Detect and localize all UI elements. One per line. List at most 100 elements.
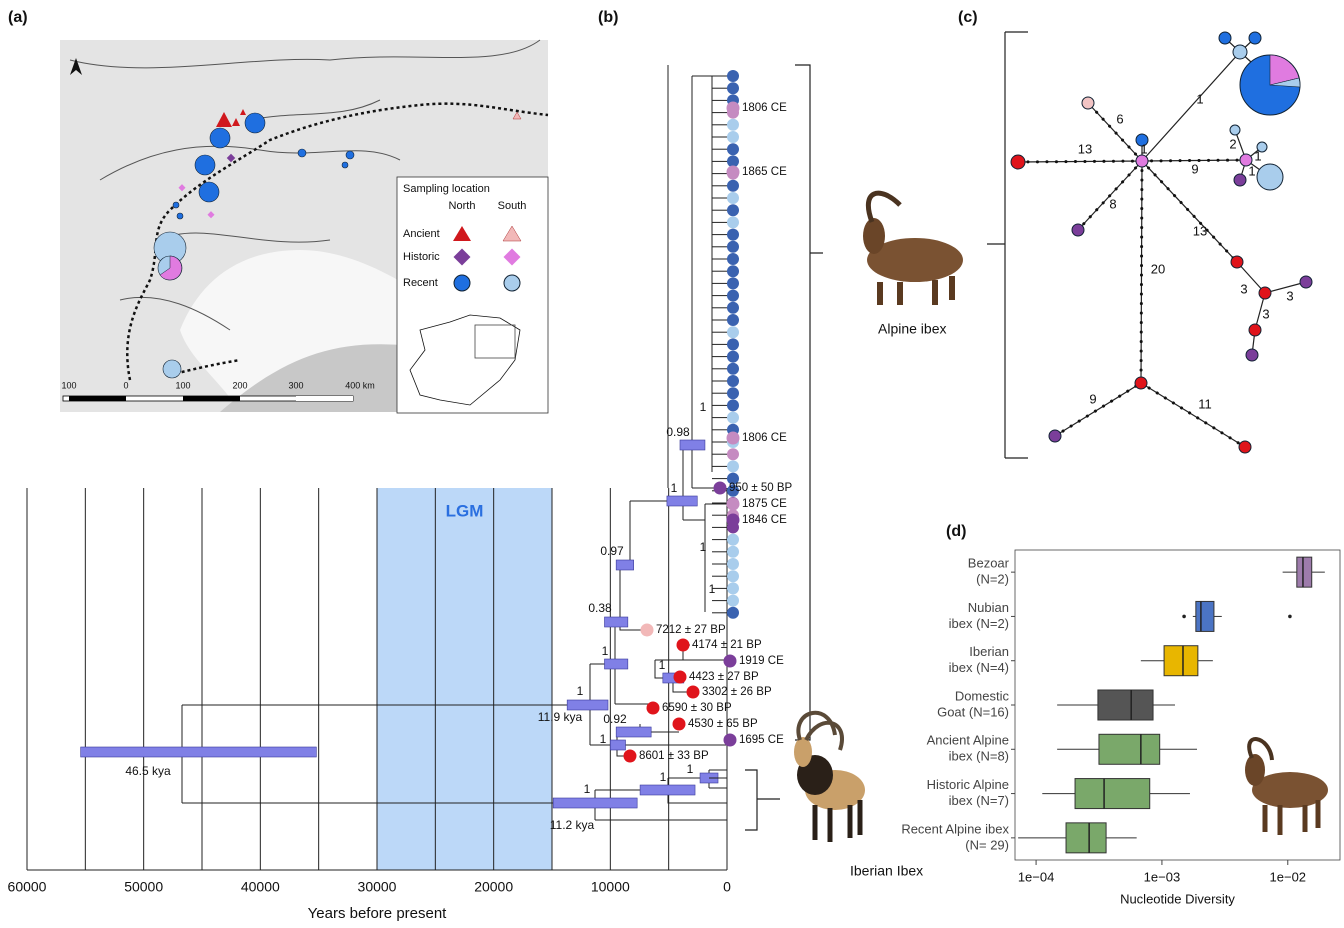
tip [727,119,739,131]
x-tick-label: 1e−02 [1270,869,1307,884]
outlier [1288,615,1292,619]
tip-date: 1919 CE [739,655,784,667]
x-tick-label: 60000 [8,879,47,895]
node-age: 46.5 kya [125,764,171,778]
box [1075,779,1150,809]
tip [727,216,739,228]
edge-label: 1 [1248,163,1255,178]
tip [727,253,739,265]
legend-row: Historic [403,251,440,263]
edge-label: 8 [1109,196,1116,211]
mutation-dots [1018,103,1246,447]
x-axis-label: Years before present [308,905,448,922]
tip-date: 1806 CE [742,432,787,444]
edge-label: 13 [1193,223,1207,238]
edge-label: 9 [1089,391,1096,406]
support-value: 1 [700,400,707,414]
page: { "panel_labels": ["(a)", "(b)", "(c)", … [0,0,1344,928]
tip [727,229,739,241]
support-value: 1 [577,684,584,698]
tip [727,351,739,363]
tip [727,338,739,350]
edge-label: 3 [1286,288,1293,303]
tip [727,558,739,570]
scale-label: 300 [288,380,303,390]
dated-tip [647,702,660,715]
scale-label: 100 [61,380,76,390]
y-tick-label: Nubian [968,600,1009,615]
haplotype-network [987,32,1312,458]
tip [727,570,739,582]
x-tick-label: 30000 [358,879,397,895]
dated-tip [673,718,686,731]
edge-label: 3 [1262,306,1269,321]
scale-label: 100 [175,380,190,390]
scale-label: 200 [232,380,247,390]
tip-date: 4530 ± 65 BP [688,718,758,730]
legend-row: Recent [403,277,438,289]
legend-row: Ancient [403,228,440,240]
dated-tip [727,498,740,511]
dated-tip [724,655,737,668]
tip [727,143,739,155]
tip [727,70,739,82]
dated-tip [687,686,700,699]
tip [727,82,739,94]
y-tick-label: (N=2) [976,572,1009,587]
support-value: 0.92 [603,712,627,726]
hpd-bar [667,496,697,506]
tip [727,448,739,460]
y-tick-label: ibex (N=2) [949,616,1009,631]
tip [727,387,739,399]
edge-label: 6 [1116,111,1123,126]
y-tick-label: Iberian [969,644,1009,659]
legend-key [454,275,470,291]
panel-label: (a) [8,9,28,26]
dated-tip [724,734,737,747]
dated-tip [674,671,687,684]
legend-column: North [449,200,476,212]
legend-title: Sampling location [403,183,490,195]
scale-bar [296,396,353,401]
box [1066,823,1106,853]
alpine-ibex-image [1245,739,1328,835]
tip [727,375,739,387]
edge-label: 20 [1151,261,1165,276]
box [1098,690,1153,720]
hpd-bar [553,798,637,808]
hpd-bar [616,560,634,570]
tip-date: 4174 ± 21 BP [692,639,762,651]
tip-date: 8601 ± 33 BP [639,750,709,762]
outlier [1182,615,1186,619]
tip [727,412,739,424]
y-tick-label: (N= 29) [965,837,1009,852]
x-axis-label: Nucleotide Diversity [1120,891,1235,906]
lgm-band [377,488,552,870]
panel-label: (c) [958,9,978,26]
tip-date: 1865 CE [742,166,787,178]
tip [727,241,739,253]
tip [727,302,739,314]
tip-date: 1806 CE [742,102,787,114]
y-tick-label: Bezoar [968,556,1010,571]
box [1099,734,1160,764]
y-tick-label: ibex (N=4) [949,660,1009,675]
x-tick-label: 50000 [124,879,163,895]
node-age: 11.9 kya [538,710,583,724]
node-age: 11.2 kya [550,818,595,832]
dated-tip [641,624,654,637]
panel-label: (b) [598,9,618,26]
hpd-bar [567,700,608,710]
y-tick-label: Recent Alpine ibex [901,821,1009,836]
tip [727,290,739,302]
support-value: 1 [709,582,716,596]
box [1164,646,1198,676]
tip-date: 6590 ± 30 BP [662,702,732,714]
x-tick-label: 20000 [474,879,513,895]
panel-label: (d) [946,523,966,540]
support-value: 1 [687,762,694,776]
tip [727,277,739,289]
tip [727,607,739,619]
edge-label: 1 [1140,141,1147,156]
support-value: 0.97 [600,544,624,558]
